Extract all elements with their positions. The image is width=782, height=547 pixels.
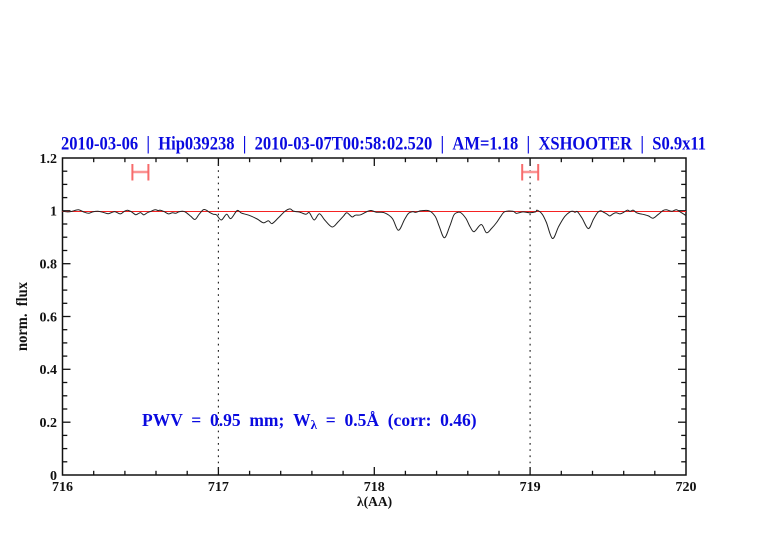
svg-text:716: 716 [52,480,73,495]
svg-text:PWV = 0.95 mm; Wλ = 0.5Å: PWV = 0.95 mm; Wλ = 0.5Å (corr: 0.46) [142,410,477,432]
svg-text:720: 720 [676,480,697,495]
svg-text:718: 718 [364,480,385,495]
svg-text:1.2: 1.2 [40,152,58,167]
svg-text:0.6: 0.6 [40,310,58,325]
svg-text:719: 719 [520,480,541,495]
svg-text:0.8: 0.8 [40,258,58,273]
svg-text:1: 1 [50,205,57,220]
svg-text:2010-03-06 | Hip039238 | 2: 2010-03-06 | Hip039238 | 2010-03-07T00:5… [61,135,706,155]
svg-text:0: 0 [50,469,57,484]
svg-text:0.4: 0.4 [40,363,58,378]
svg-text:norm. flux: norm. flux [14,282,31,351]
svg-text:λ(AA): λ(AA) [357,494,392,509]
svg-text:0.2: 0.2 [40,416,58,431]
svg-text:717: 717 [208,480,229,495]
